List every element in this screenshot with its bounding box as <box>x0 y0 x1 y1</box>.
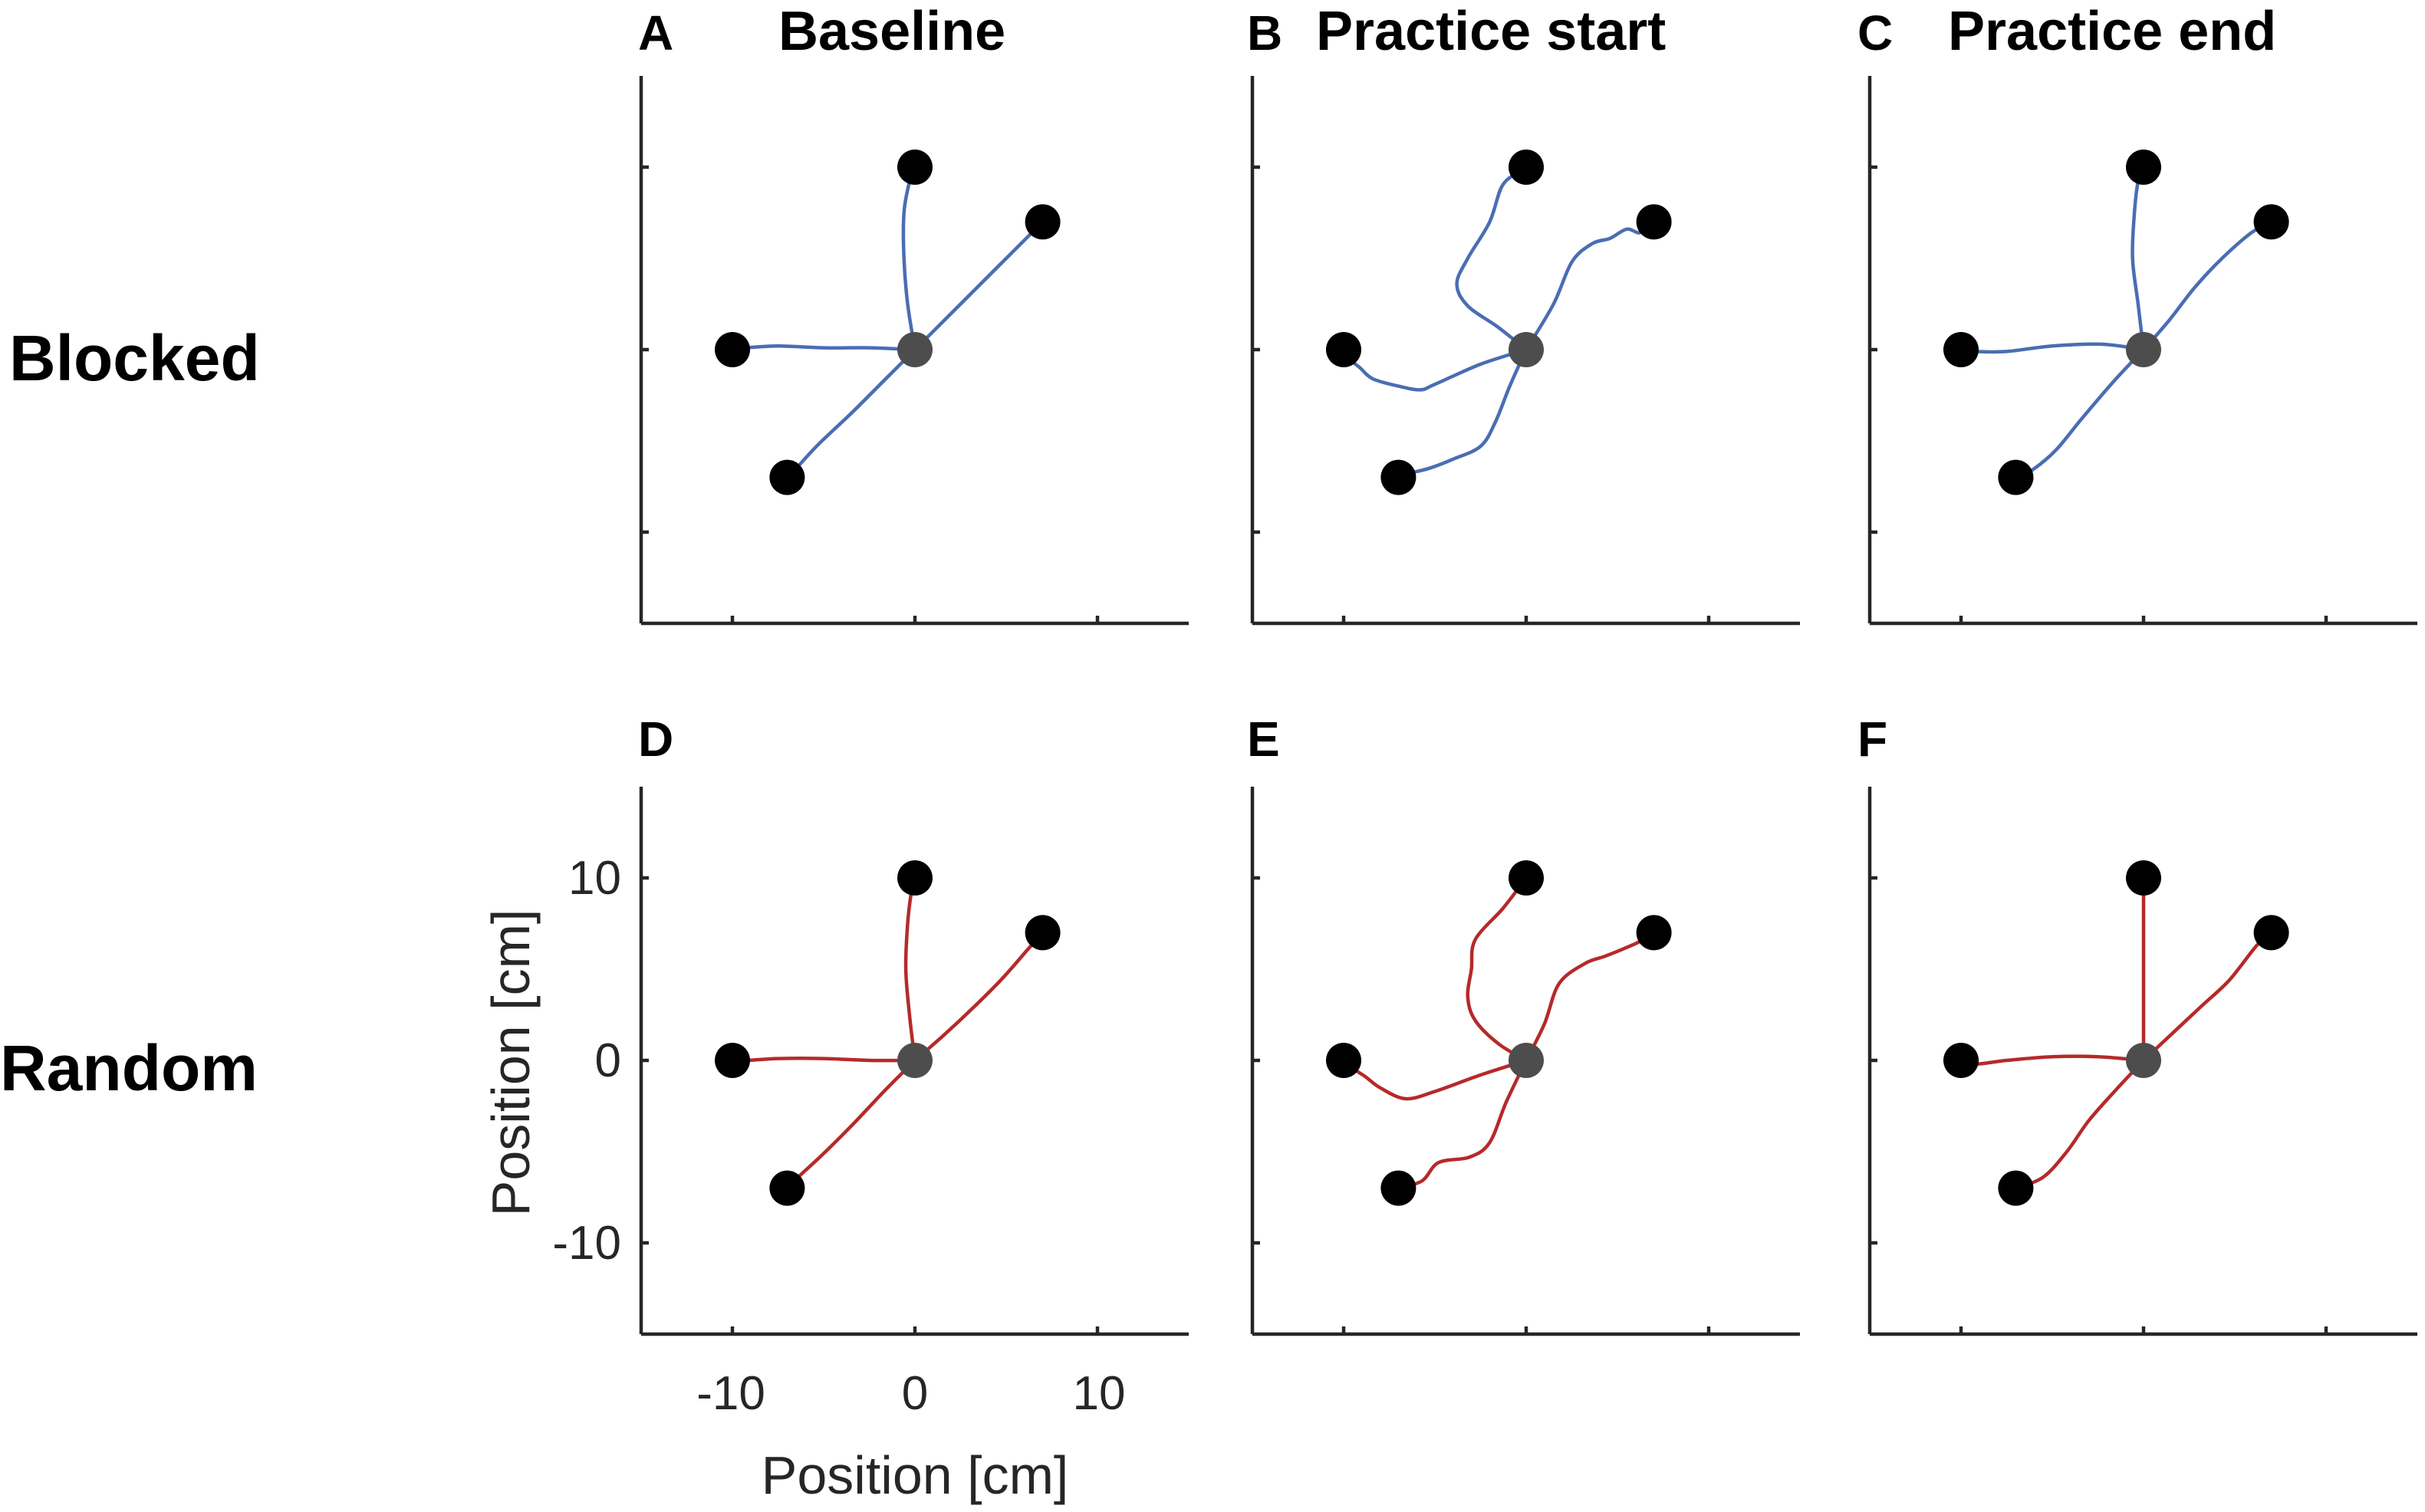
trajectory-line-4 <box>785 347 917 479</box>
target-point-2 <box>1636 915 1672 951</box>
trajectory-line-1 <box>901 165 917 352</box>
target-point-4 <box>1998 459 2034 495</box>
trajectory-line-2 <box>1524 220 1656 352</box>
target-point-3 <box>1326 332 1361 367</box>
panel-f <box>1867 787 2417 1336</box>
target-point-3 <box>715 332 750 367</box>
trajectory-line-1 <box>2131 165 2146 352</box>
start-point <box>897 332 933 367</box>
target-point-3 <box>1943 332 1979 367</box>
trajectory-line-1 <box>1466 876 1528 1063</box>
panel-title-practice-start: Practice start <box>1316 1 1666 62</box>
panel-e <box>1250 787 1800 1336</box>
target-point-1 <box>1509 860 1544 896</box>
target-point-4 <box>769 1170 805 1206</box>
panel-letter-f: F <box>1857 712 1887 767</box>
target-point-2 <box>1636 204 1672 240</box>
panel-letter-d: D <box>638 712 673 767</box>
trajectory-line-1 <box>903 876 917 1063</box>
target-point-1 <box>897 150 933 185</box>
target-point-2 <box>1025 204 1061 240</box>
target-point-3 <box>715 1043 750 1078</box>
trajectory-line-2 <box>2141 220 2273 352</box>
target-point-4 <box>1998 1170 2034 1206</box>
x-tick-label-10: 10 <box>1073 1367 1126 1420</box>
panel-letter-c: C <box>1857 5 1893 61</box>
trajectory-line-4 <box>2014 347 2146 479</box>
y-tick-label-10: 10 <box>568 852 621 905</box>
x-tick-label-0: 0 <box>902 1367 928 1420</box>
target-point-1 <box>2126 860 2161 896</box>
trajectory-line-2 <box>1524 931 1656 1063</box>
start-point <box>2126 1043 2161 1078</box>
trajectory-line-3 <box>1959 1054 2146 1067</box>
target-point-1 <box>2126 150 2161 185</box>
trajectory-line-3 <box>730 1057 917 1063</box>
start-point <box>1509 1043 1544 1078</box>
target-point-1 <box>897 860 933 896</box>
panel-letter-e: E <box>1247 712 1280 767</box>
trajectory-line-4 <box>2014 1058 2146 1190</box>
trajectory-line-2 <box>2141 931 2273 1063</box>
trajectory-line-3 <box>730 343 917 352</box>
panel-c <box>1867 76 2417 626</box>
target-point-4 <box>1380 459 1417 495</box>
panel-a <box>639 76 1189 626</box>
trajectory-line-3 <box>1341 347 1528 392</box>
panel-letter-a: A <box>638 5 673 61</box>
plot-area <box>639 76 2417 1336</box>
target-point-2 <box>1025 915 1061 951</box>
trajectory-line-2 <box>913 931 1045 1063</box>
target-point-3 <box>1943 1043 1979 1078</box>
target-point-1 <box>1509 150 1544 185</box>
panel-letter-b: B <box>1247 5 1282 61</box>
y-tick-label-0: 0 <box>595 1034 621 1087</box>
y-axis-label: Position [cm] <box>481 909 541 1217</box>
panel-title-practice-end: Practice end <box>1948 1 2276 62</box>
panel-d <box>639 787 1189 1336</box>
trajectory-line-3 <box>1341 1058 1528 1101</box>
start-point <box>2126 332 2161 367</box>
row-label-blocked: Blocked <box>9 322 260 394</box>
target-point-4 <box>769 459 805 495</box>
target-point-4 <box>1380 1170 1417 1206</box>
x-tick-label-neg10: -10 <box>696 1367 765 1420</box>
trajectory-line-2 <box>913 220 1045 352</box>
trajectory-line-3 <box>1959 342 2146 354</box>
trajectory-line-4 <box>1397 347 1528 479</box>
target-point-2 <box>2253 204 2289 240</box>
target-point-3 <box>1326 1043 1361 1078</box>
start-point <box>897 1043 933 1078</box>
target-point-2 <box>2253 915 2289 951</box>
trajectory-line-4 <box>785 1058 917 1190</box>
y-tick-label-neg10: -10 <box>552 1217 621 1270</box>
panel-b <box>1250 76 1800 626</box>
start-point <box>1509 332 1544 367</box>
trajectory-line-4 <box>1397 1058 1528 1190</box>
panel-title-baseline: Baseline <box>778 1 1005 62</box>
x-axis-label: Position [cm] <box>762 1445 1069 1505</box>
trajectory-line-1 <box>1455 165 1528 352</box>
row-label-random: Random <box>0 1032 258 1104</box>
